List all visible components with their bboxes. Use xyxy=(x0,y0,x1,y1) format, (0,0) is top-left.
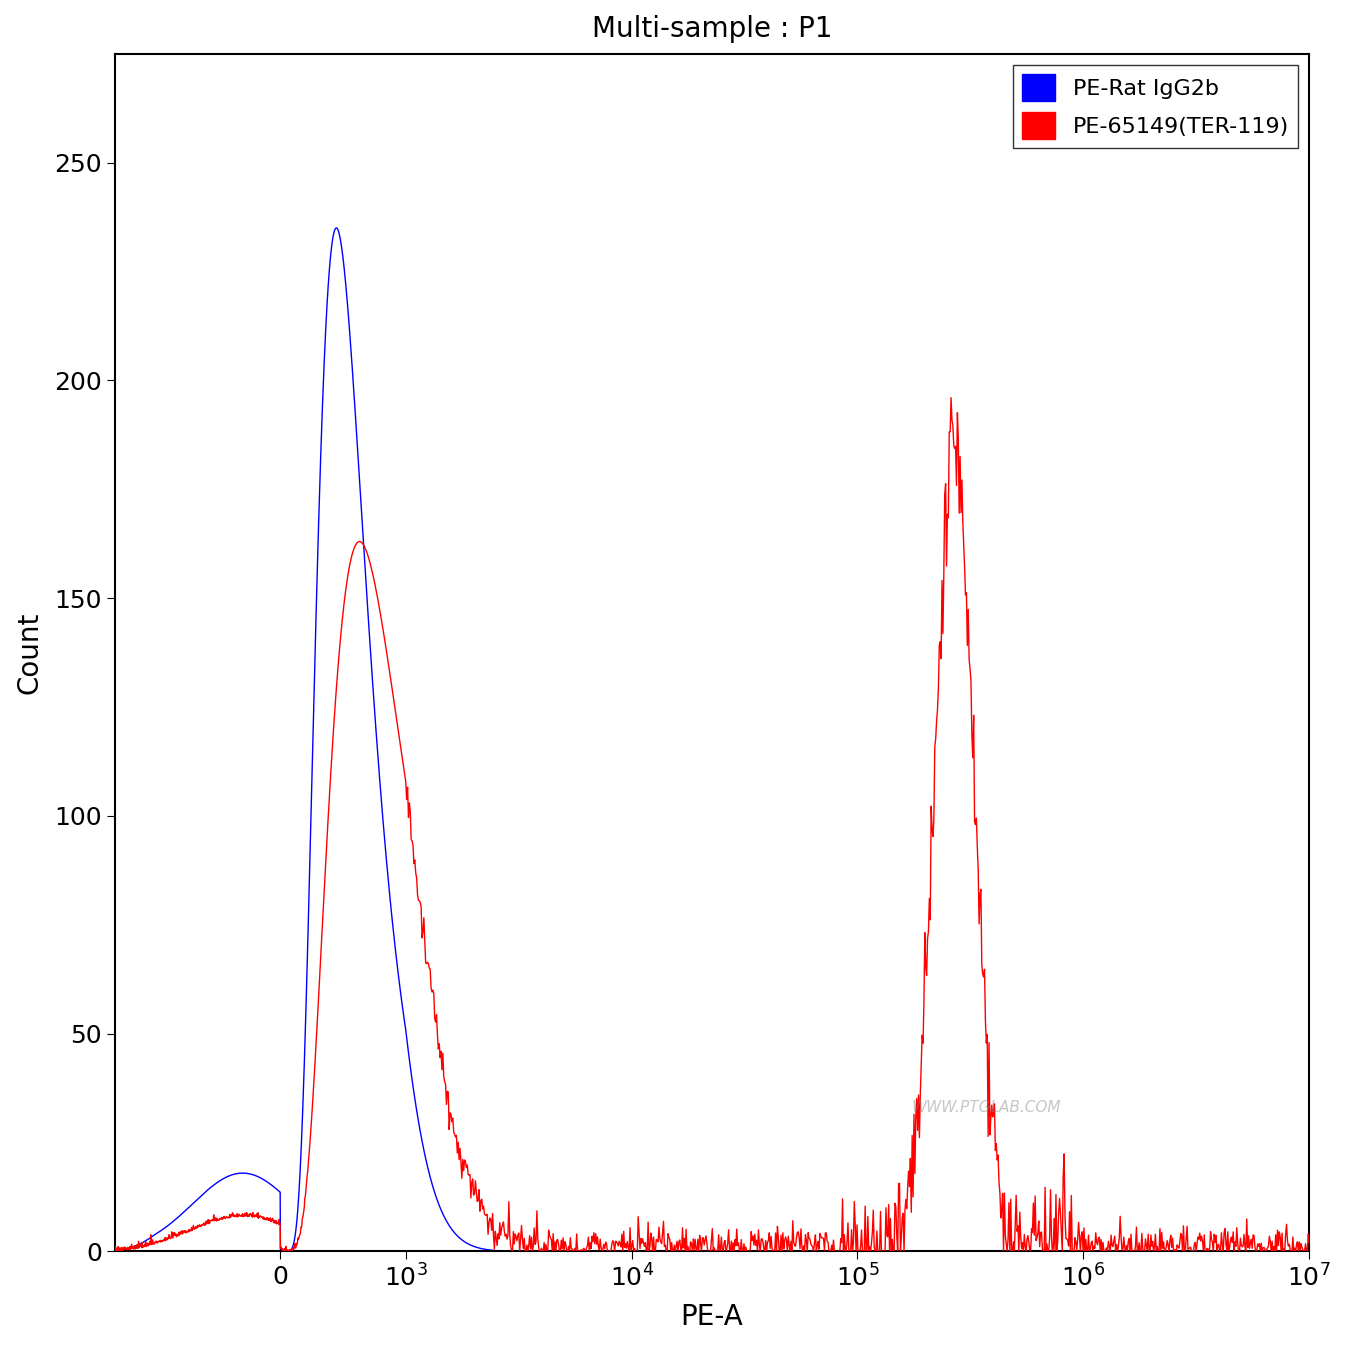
PE-65149(TER-119) xyxy=(218,1210,234,1226)
Title: Multi-sample : P1: Multi-sample : P1 xyxy=(592,15,832,43)
PE-Rat IgG2b xyxy=(328,219,345,236)
PE-65149(TER-119) xyxy=(567,1240,583,1256)
PE-65149(TER-119) xyxy=(944,389,960,405)
PE-Rat IgG2b xyxy=(995,1244,1011,1260)
Line: PE-Rat IgG2b: PE-Rat IgG2b xyxy=(114,227,1310,1252)
Y-axis label: Count: Count xyxy=(15,611,43,693)
PE-65149(TER-119) xyxy=(106,1240,122,1256)
PE-65149(TER-119) xyxy=(232,1207,248,1224)
PE-Rat IgG2b xyxy=(218,1170,234,1186)
PE-Rat IgG2b xyxy=(634,1244,650,1260)
Text: WWW.PTGLAB.COM: WWW.PTGLAB.COM xyxy=(913,1100,1062,1116)
PE-Rat IgG2b xyxy=(482,1242,498,1259)
PE-Rat IgG2b xyxy=(1302,1244,1318,1260)
PE-Rat IgG2b xyxy=(232,1166,248,1182)
PE-65149(TER-119) xyxy=(634,1230,650,1246)
Legend: PE-Rat IgG2b, PE-65149(TER-119): PE-Rat IgG2b, PE-65149(TER-119) xyxy=(1014,65,1298,148)
PE-65149(TER-119) xyxy=(1302,1234,1318,1250)
PE-65149(TER-119) xyxy=(996,1244,1012,1260)
Line: PE-65149(TER-119): PE-65149(TER-119) xyxy=(114,397,1310,1252)
X-axis label: PE-A: PE-A xyxy=(681,1303,743,1331)
PE-65149(TER-119) xyxy=(481,1214,497,1230)
PE-65149(TER-119) xyxy=(505,1244,521,1260)
PE-Rat IgG2b xyxy=(106,1242,122,1259)
PE-Rat IgG2b xyxy=(567,1244,583,1260)
